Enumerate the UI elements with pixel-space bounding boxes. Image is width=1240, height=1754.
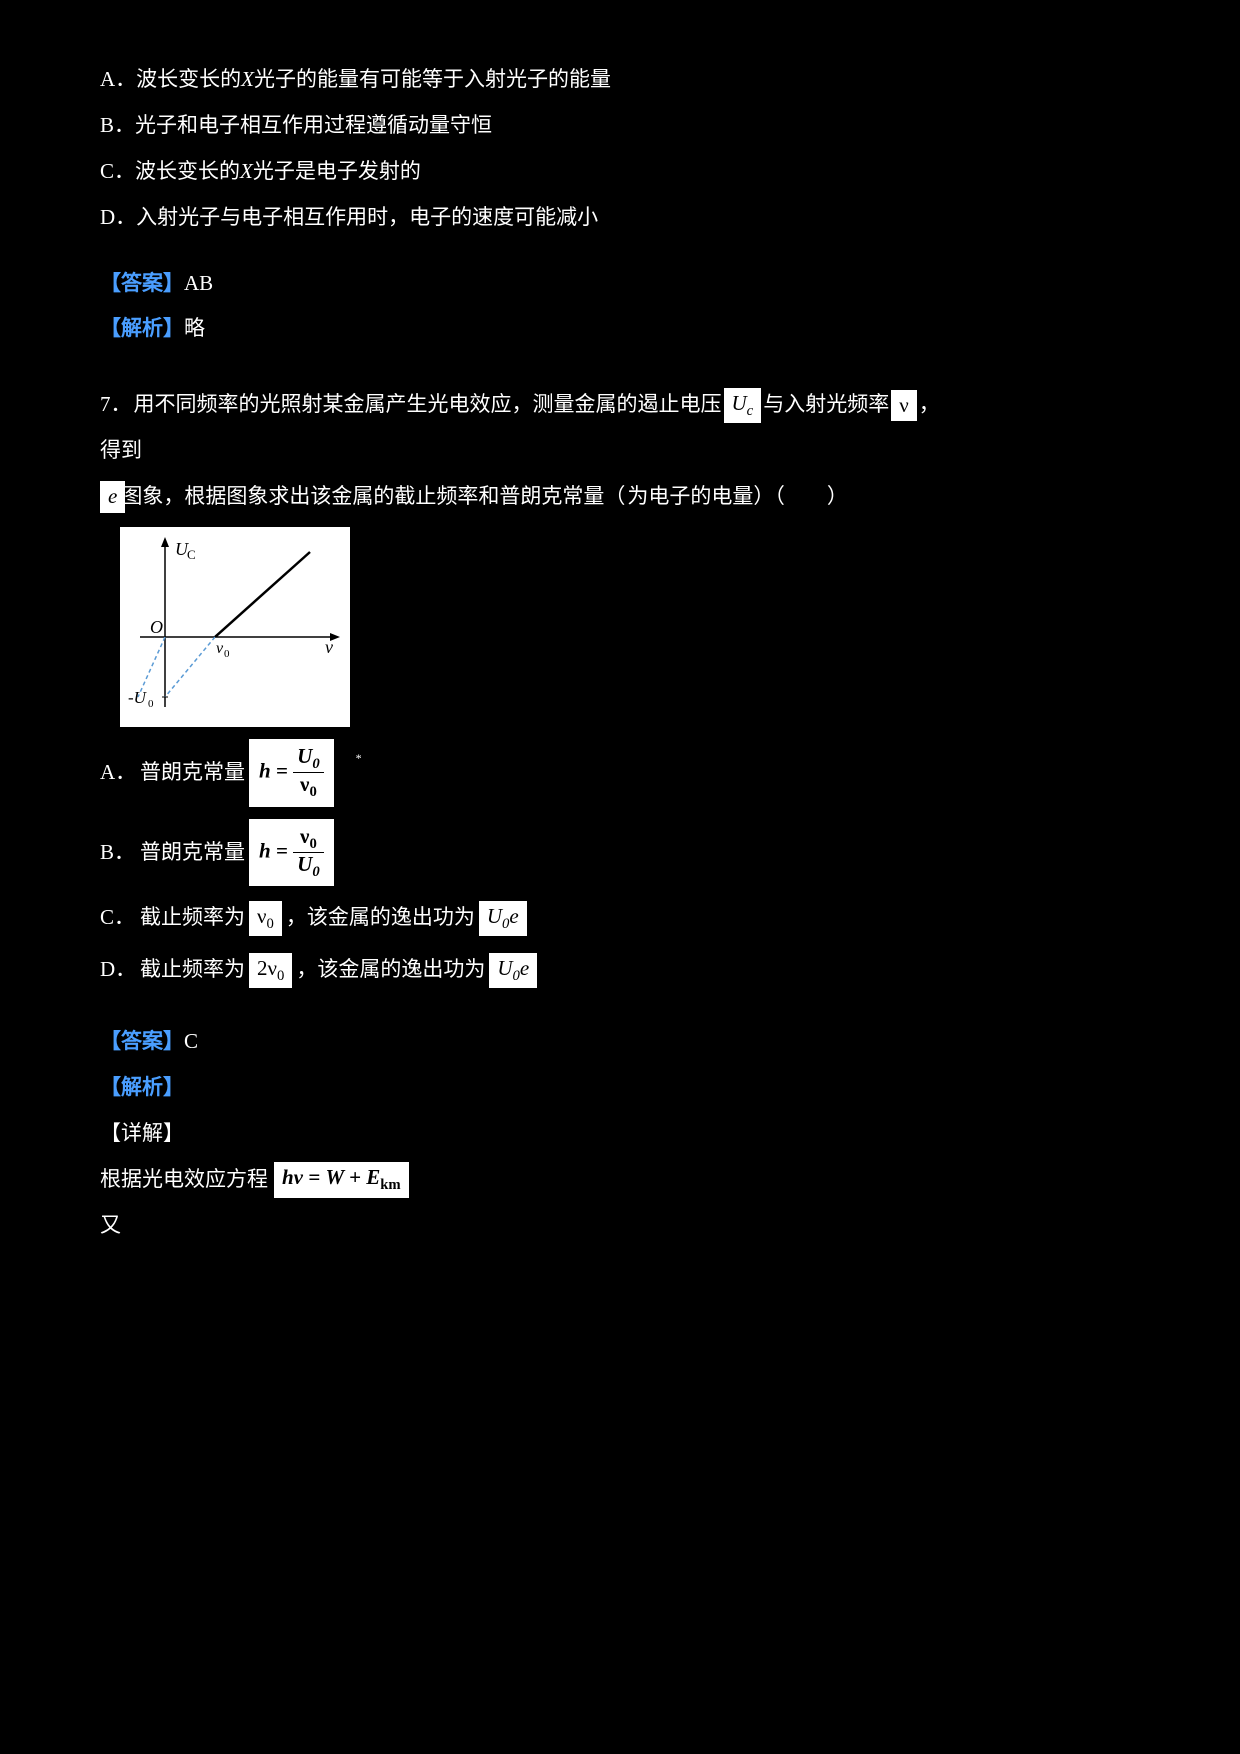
option-b: B．光子和电子相互作用过程遵循动量守恒 [100, 106, 1150, 146]
q7-option-c: C． 截止频率为 ν0 ，该金属的逸出功为 U0e [100, 898, 1150, 938]
opt-c-eq1: ν0 [249, 901, 282, 936]
opt-c-pre: C．波长变长的 [100, 159, 240, 183]
xray-a: X [241, 67, 254, 91]
option-d: D．入射光子与电子相互作用时，电子的速度可能减小 [100, 198, 1150, 238]
svg-text:0: 0 [224, 648, 230, 660]
opt-a-pre: A．波长变长的 [100, 67, 241, 91]
explanation-label-2: 【解析】 [100, 1075, 184, 1099]
option-c: C．波长变长的X光子是电子发射的 [100, 152, 1150, 192]
q7-option-b: B． 普朗克常量 h = ν0 U0 [100, 819, 1150, 887]
opt-c-letter: C． [100, 898, 140, 938]
q7-stem-line1: 7． 用不同频率的光照射某金属产生光电效应，测量金属的遏止电压 Uc 与入射光频… [100, 385, 1150, 425]
svg-text:O: O [150, 617, 163, 637]
opt-c-eq2: U0e [479, 901, 527, 936]
answer-label-2: 【答案】 [100, 1029, 184, 1053]
answer-label: 【答案】 [100, 271, 184, 295]
opt-d-pre: 截止频率为 [140, 950, 245, 990]
uc-nu-graph: U C O v 0 v -U 0 [120, 527, 350, 727]
q7-option-a: A． 普朗克常量 h = U0 ν0 * [100, 739, 1150, 807]
q7-exp-eq-line: 根据光电效应方程 hν = W + Ekm [100, 1160, 1150, 1200]
opt-d-mid: ，该金属的逸出功为 [296, 950, 485, 990]
q7-exp-detail: 【详解】 [100, 1114, 1150, 1154]
opt-d-eq1: 2ν0 [249, 953, 292, 988]
small-mark: * [356, 747, 362, 770]
q7-exp-l3: 又 [100, 1206, 1150, 1246]
opt-d-eq2: U0e [489, 953, 537, 988]
opt-b-eq: h = ν0 U0 [249, 819, 334, 887]
q6-answer: 【答案】AB [100, 264, 1150, 304]
svg-text:C: C [187, 547, 196, 562]
opt-b-text: B．光子和电子相互作用过程遵循动量守恒 [100, 113, 492, 137]
opt-c-suf: 光子是电子发射的 [253, 159, 421, 183]
opt-a-letter: A． [100, 753, 140, 793]
q7-stem-l2: 得到 [100, 438, 142, 462]
q7-stem-pre: 用不同频率的光照射某金属产生光电效应，测量金属的遏止电压 [134, 385, 722, 425]
nu-symbol: ν [891, 390, 917, 421]
q6-explanation: 【解析】略 [100, 309, 1150, 349]
opt-c-pre: 截止频率为 [140, 898, 245, 938]
q7-stem-line3: e 图象，根据图象求出该金属的截止频率和普朗克常量（ 为电子的电量）（ ） [100, 477, 1150, 517]
svg-text:v: v [325, 637, 333, 657]
xray-c: X [240, 159, 253, 183]
q7-stem-mid: 与入射光频率 [763, 385, 889, 425]
option-a: A．波长变长的X光子的能量有可能等于入射光子的能量 [100, 60, 1150, 100]
q7-option-d: D． 截止频率为 2ν0 ，该金属的逸出功为 U0e [100, 950, 1150, 990]
q7-answer-val: C [184, 1029, 198, 1053]
opt-a-eq: h = U0 ν0 [249, 739, 334, 807]
svg-text:-U: -U [128, 688, 148, 707]
q7-stem-l3-suf: 为电子的电量）（ ） [627, 477, 848, 517]
svg-text:0: 0 [148, 698, 154, 710]
photoelectric-eq: hν = W + Ekm [274, 1162, 409, 1197]
opt-a-pre: 普朗克常量 [140, 753, 245, 793]
graph-svg: U C O v 0 v -U 0 [120, 527, 350, 727]
opt-b-pre: 普朗克常量 [140, 833, 245, 873]
q7-exp-l1: 【详解】 [100, 1121, 184, 1145]
opt-d-letter: D． [100, 950, 140, 990]
svg-text:v: v [216, 640, 224, 657]
q7-num: 7． [100, 385, 132, 425]
q6-exp-text: 略 [184, 316, 205, 340]
opt-a-suf: 光子的能量有可能等于入射光子的能量 [254, 67, 611, 91]
explanation-label: 【解析】 [100, 316, 184, 340]
q7-explanation: 【解析】 [100, 1068, 1150, 1108]
q7-stem-suf: ， [919, 385, 940, 425]
q7-stem-l3-pre: 图象，根据图象求出该金属的截止频率和普朗克常量（ [121, 477, 625, 517]
uc-symbol: Uc [724, 388, 762, 423]
q7-exp-l2-pre: 根据光电效应方程 [100, 1160, 268, 1200]
opt-d-text: D．入射光子与电子相互作用时，电子的速度可能减小 [100, 205, 598, 229]
q6-answer-val: AB [184, 271, 213, 295]
opt-c-mid: ，该金属的逸出功为 [286, 898, 475, 938]
q7-exp-l3-text: 又 [100, 1213, 121, 1237]
opt-b-letter: B． [100, 833, 140, 873]
q7-answer: 【答案】C [100, 1022, 1150, 1062]
q7-stem-line2: 得到 [100, 431, 1150, 471]
